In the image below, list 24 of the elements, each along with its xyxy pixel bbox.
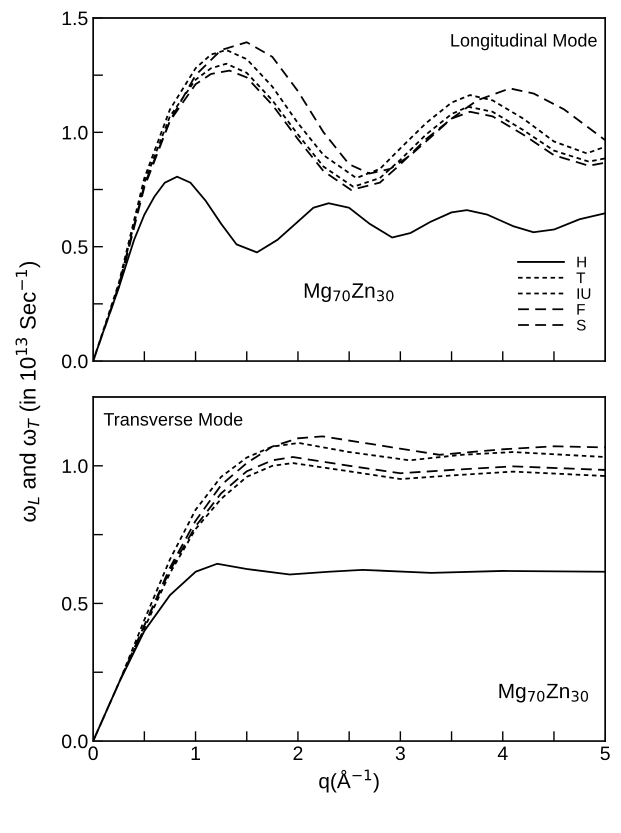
annotation: Transverse Mode [104, 412, 242, 426]
x-tick-label: 2 [294, 746, 302, 760]
y-tick-label: 1.5 [62, 12, 88, 26]
y-tick-label: 0.0 [62, 734, 88, 748]
x-tick-label: 1 [192, 746, 200, 760]
legend-label: F [577, 304, 585, 315]
legend-label: H [577, 256, 586, 268]
y-tick-label: 0.0 [62, 354, 88, 368]
annotation: Mg$_{70}$Zn$_{30}$ [499, 684, 588, 702]
y-tick-label: 1.0 [62, 126, 88, 140]
annotation: Longitudinal Mode [451, 33, 597, 50]
annotation: Mg$_{70}$Zn$_{30}$ [304, 283, 394, 302]
x-tick-label: 4 [498, 746, 508, 760]
x-tick-label: 0 [88, 746, 98, 760]
legend-label: IU [578, 288, 590, 299]
legend-label: T [576, 272, 586, 284]
x-axis-title: q(Å$^{−1}$) [319, 770, 379, 793]
text: ω$_{L}$ and ω$_{T}$ (in 10$^{13}$ Sec$^{−1}$) [16, 262, 40, 522]
legend-label: S [576, 320, 586, 331]
y-tick-label: 0.5 [62, 240, 88, 254]
y-tick-label: 0.5 [62, 596, 88, 611]
y-tick-label: 1.0 [62, 459, 88, 474]
x-tick-label: 3 [396, 746, 405, 760]
x-tick-label: 5 [600, 746, 610, 760]
